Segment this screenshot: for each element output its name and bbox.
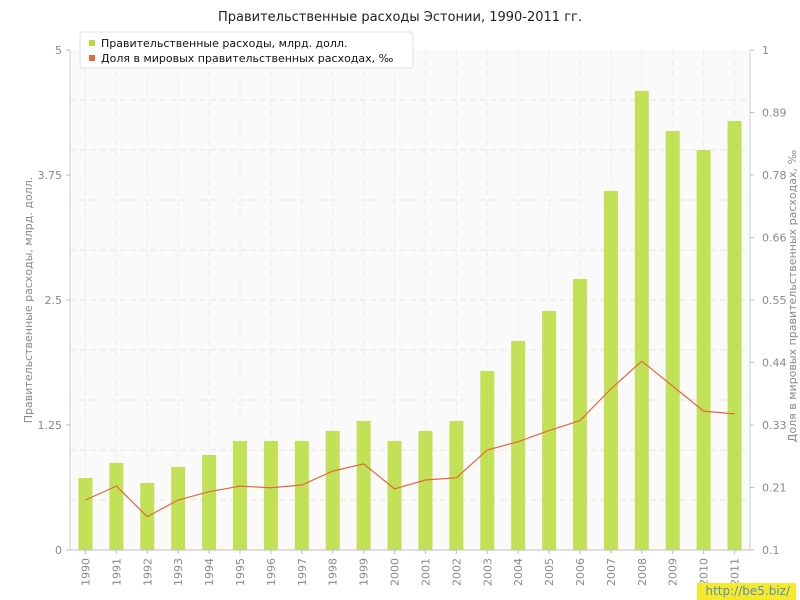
x-tick-label: 1992 [141, 558, 154, 586]
legend[interactable]: Правительственные расходы, млрд. долл. Д… [79, 31, 414, 69]
chart-title: Правительственные расходы Эстонии, 1990-… [217, 10, 582, 25]
bar [356, 421, 371, 550]
y-tick-label-right: 0.55 [762, 294, 787, 307]
x-tick-label: 2009 [667, 558, 680, 586]
x-tick-label: 2003 [481, 558, 494, 586]
bar [171, 467, 186, 550]
bar [665, 131, 680, 550]
y-tick-label-left: 3.75 [38, 169, 63, 182]
legend-box [79, 31, 414, 69]
x-tick-label: 1995 [234, 558, 247, 586]
y-tick-label-left: 0 [55, 544, 62, 557]
y-tick-label-right: 0.78 [762, 169, 787, 182]
bar [449, 421, 464, 550]
y-tick-label-right: 0.66 [762, 232, 787, 245]
y-tick-label-right: 0.89 [762, 107, 787, 120]
x-tick-label: 2010 [698, 558, 711, 586]
x-tick-label: 2000 [389, 558, 402, 586]
watermark-link[interactable]: http://be5.biz/ [697, 583, 796, 600]
bar [109, 463, 124, 550]
x-tick-label: 2007 [605, 558, 618, 586]
x-tick-label: 2006 [574, 558, 587, 586]
y-tick-label-right: 0.21 [762, 482, 787, 495]
bar [573, 279, 587, 550]
legend-swatch-bars [89, 40, 95, 46]
bar [202, 455, 217, 550]
y-tick-labels-right: 0.1 0.21 0.33 0.44 0.55 0.66 0.78 0.89 1 [750, 44, 787, 557]
y-tick-label-right: 0.1 [762, 544, 780, 557]
x-tick-label: 1996 [265, 558, 278, 586]
x-tick-label: 2005 [543, 558, 556, 586]
bar [263, 441, 278, 550]
bar [480, 371, 495, 550]
bar [294, 441, 309, 550]
x-tick-label: 2004 [512, 558, 525, 586]
y-tick-label-left: 2.5 [45, 294, 63, 307]
bar [233, 441, 247, 550]
y-axis-label-left: Правительственные расходы, млрд. долл. [22, 177, 35, 423]
y-axis-label-right: Доля в мировых правительственных расхода… [786, 150, 799, 443]
x-tick-label: 2002 [450, 558, 463, 586]
x-tick-label: 1990 [79, 558, 92, 586]
bar [634, 91, 649, 550]
bar [727, 121, 742, 550]
x-tick-label: 2001 [419, 558, 432, 586]
bar [511, 341, 526, 550]
bar [387, 441, 402, 550]
y-tick-label-right: 0.44 [762, 357, 787, 370]
bar [603, 191, 618, 550]
bar [418, 431, 433, 550]
x-tick-label: 1993 [172, 558, 185, 586]
legend-swatch-line [89, 55, 95, 61]
x-tick-label: 1994 [203, 558, 216, 586]
y-tick-label-right: 0.33 [762, 419, 787, 432]
share-line [85, 360, 735, 518]
legend-label-line: Доля в мировых правительственных расхода… [101, 52, 394, 65]
y-tick-label-left: 5 [55, 44, 62, 57]
bar [78, 478, 93, 550]
x-tick-label: 1998 [327, 558, 340, 586]
y-tick-labels-left: 0 1.25 2.5 3.75 5 [38, 44, 70, 557]
x-tick-label: 1991 [110, 558, 123, 586]
x-tick-label: 1999 [358, 558, 371, 586]
y-tick-label-left: 1.25 [38, 419, 63, 432]
x-tick-label: 2008 [636, 558, 649, 586]
bar [325, 431, 340, 550]
bar [696, 150, 711, 550]
legend-label-bars: Правительственные расходы, млрд. долл. [101, 37, 347, 50]
x-tick-label: 2011 [729, 558, 742, 586]
y-tick-label-right: 1 [762, 44, 769, 57]
x-tick-labels: 1990 1991 1992 1993 1994 1995 1996 1997 1998 1999… [79, 550, 742, 586]
x-tick-label: 1997 [296, 558, 309, 586]
